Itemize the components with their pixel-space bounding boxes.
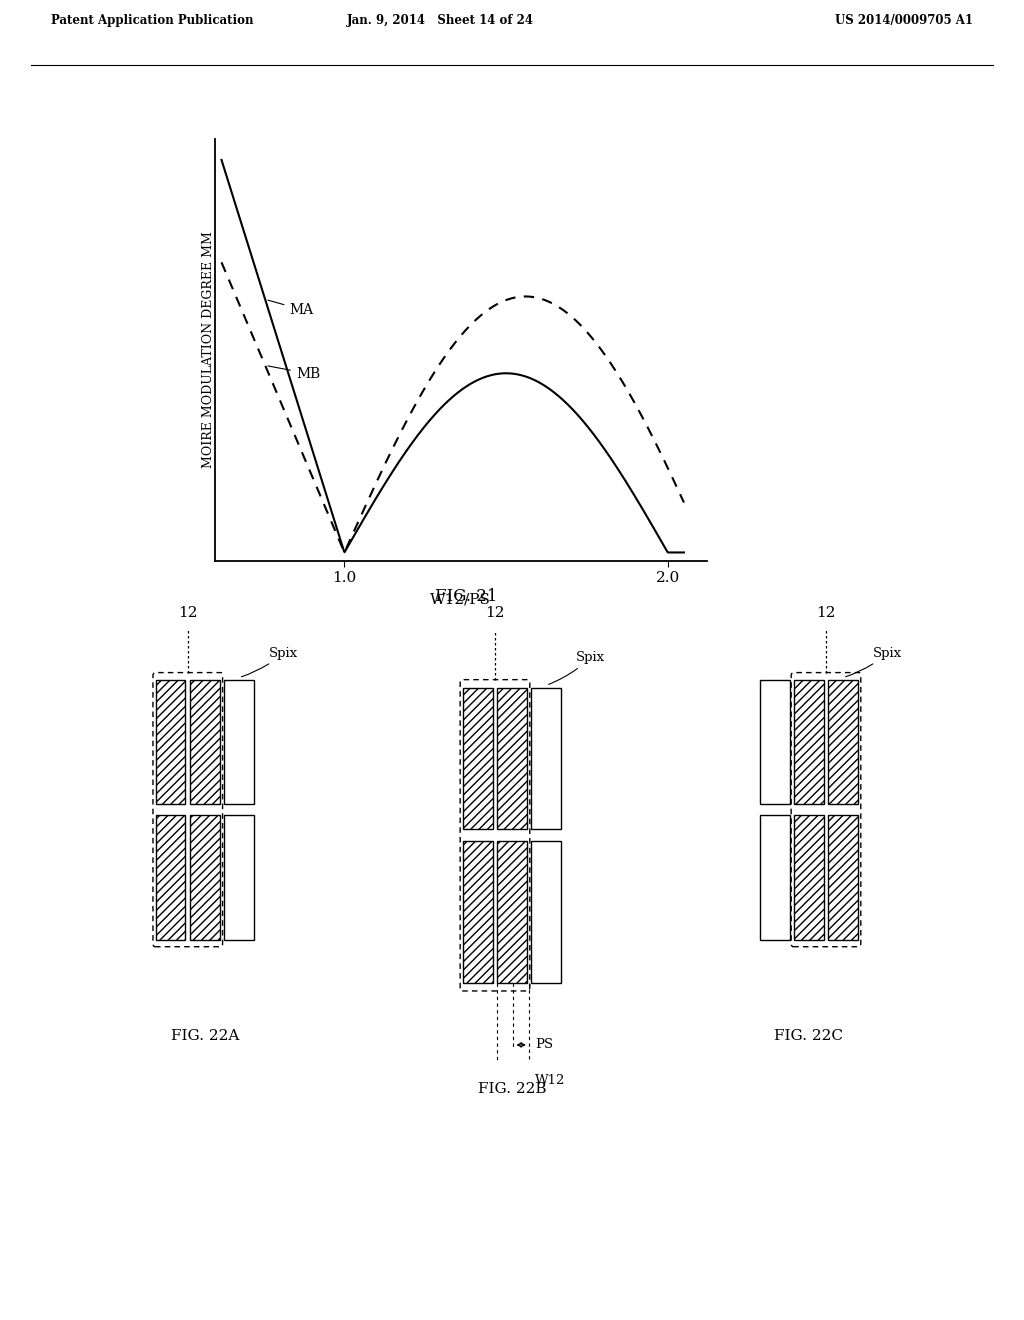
Text: Spix: Spix (242, 647, 298, 677)
Bar (828, 680, 858, 804)
Bar (156, 814, 185, 940)
Text: 12: 12 (816, 606, 836, 620)
Bar (531, 842, 561, 983)
Text: MB: MB (268, 366, 321, 380)
X-axis label: W12/PS: W12/PS (430, 593, 492, 606)
Bar (795, 680, 823, 804)
Text: PS: PS (536, 1039, 553, 1052)
Bar (463, 688, 493, 829)
Bar (828, 814, 858, 940)
Bar (760, 680, 790, 804)
Text: Jan. 9, 2014   Sheet 14 of 24: Jan. 9, 2014 Sheet 14 of 24 (347, 13, 534, 26)
Bar (498, 842, 526, 983)
Text: FIG. 22C: FIG. 22C (774, 1030, 844, 1043)
Bar (760, 814, 790, 940)
Text: Spix: Spix (846, 647, 902, 677)
Text: 12: 12 (485, 606, 505, 620)
Y-axis label: MOIRE MODULATION DEGREE MM: MOIRE MODULATION DEGREE MM (202, 231, 215, 469)
Text: FIG. 22B: FIG. 22B (478, 1082, 546, 1096)
Text: FIG. 21: FIG. 21 (434, 589, 498, 605)
Text: W12: W12 (536, 1073, 565, 1086)
Bar (190, 680, 219, 804)
Bar (531, 688, 561, 829)
Text: Spix: Spix (549, 651, 605, 684)
Bar (463, 842, 493, 983)
Bar (224, 814, 254, 940)
Bar (498, 688, 526, 829)
Bar (795, 814, 823, 940)
Text: 12: 12 (178, 606, 198, 620)
Text: MA: MA (268, 300, 313, 317)
Bar (190, 814, 219, 940)
Text: US 2014/0009705 A1: US 2014/0009705 A1 (835, 13, 973, 26)
Text: FIG. 22A: FIG. 22A (171, 1030, 239, 1043)
Bar (224, 680, 254, 804)
Text: Patent Application Publication: Patent Application Publication (51, 13, 254, 26)
Bar (156, 680, 185, 804)
